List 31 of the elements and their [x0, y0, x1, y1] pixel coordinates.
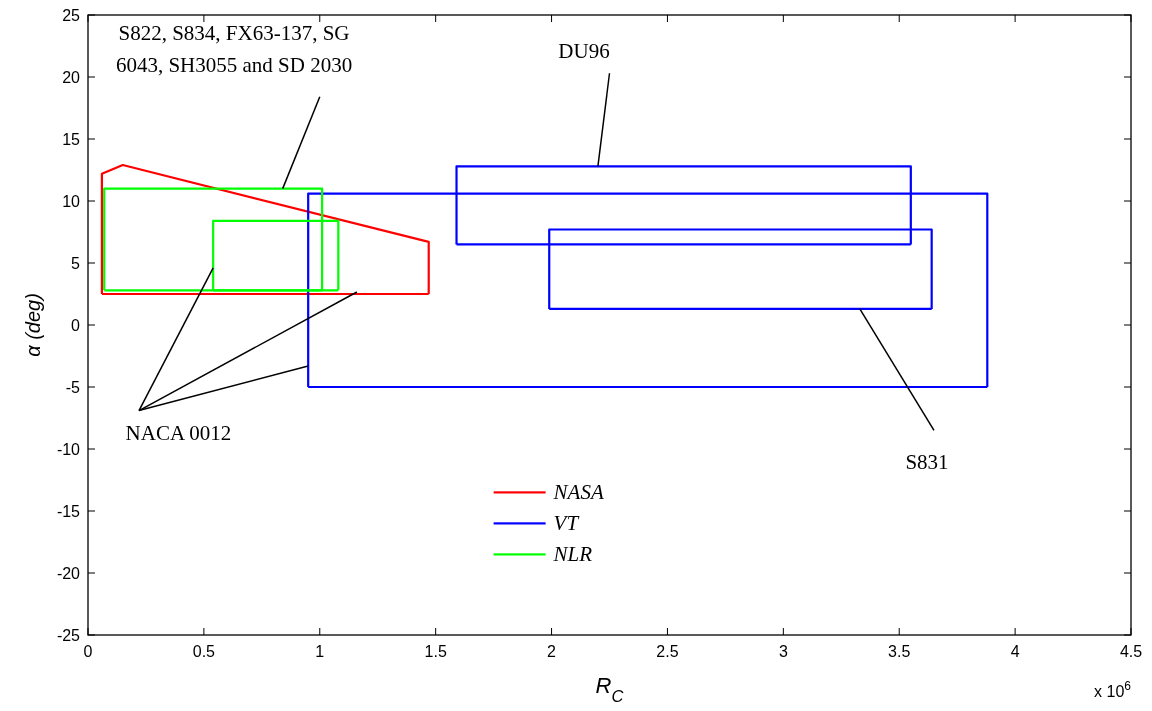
annotation: S822, S834, FX63-137, SG 6043, SH3055 and SD 2030 — [115, 20, 353, 77]
y-tick-label: 25 — [62, 7, 81, 24]
x-tick-label: 3.5 — [888, 643, 911, 660]
y-tick-label: 5 — [71, 255, 81, 272]
y-tick-label: -15 — [56, 503, 81, 520]
annotation: S831 — [905, 449, 949, 474]
legend-label: NLR — [552, 542, 593, 567]
x-axis-title: R$_{C}$ — [595, 673, 624, 705]
x-tick-label: 4.5 — [1119, 643, 1143, 660]
x-tick-label: 3 — [778, 643, 788, 660]
x-tick-label: 0 — [83, 643, 93, 660]
y-tick-label: 15 — [62, 131, 81, 148]
x-tick-label: 2 — [547, 643, 557, 660]
annotation: DU96 — [558, 39, 610, 64]
y-tick-label: -20 — [56, 565, 81, 582]
y-tick-label: 10 — [62, 193, 81, 210]
x-tick-label: 0.5 — [192, 643, 216, 660]
y-tick-label: -10 — [56, 441, 81, 458]
y-tick-label: -25 — [56, 627, 81, 644]
x-tick-label: 2.5 — [656, 643, 679, 660]
legend-label: NASA — [552, 480, 604, 505]
x-tick-label: 4 — [1010, 643, 1020, 660]
x-tick-label: 1.5 — [424, 643, 447, 660]
legend-label: VT — [553, 511, 580, 536]
y-tick-label: -5 — [65, 379, 81, 396]
y-tick-label: 20 — [62, 69, 81, 86]
x-tick-label: 1 — [315, 643, 325, 660]
y-axis-title: α (deg) — [22, 293, 44, 357]
text: x 10$^{6}$ — [1094, 679, 1132, 700]
annotation: NACA 0012 — [125, 421, 232, 446]
y-tick-label: 0 — [71, 317, 81, 334]
